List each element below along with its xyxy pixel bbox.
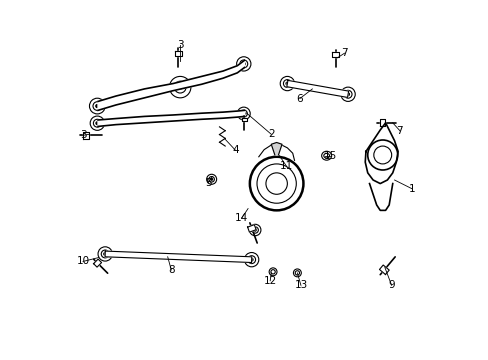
Text: 12: 12: [263, 276, 276, 286]
Text: 2: 2: [267, 129, 274, 139]
Polygon shape: [175, 51, 182, 56]
Text: 7: 7: [341, 48, 347, 58]
Polygon shape: [379, 265, 388, 275]
Text: 14: 14: [235, 213, 248, 223]
Circle shape: [254, 229, 256, 231]
Text: 6: 6: [296, 94, 303, 104]
Text: 13: 13: [294, 280, 307, 291]
Polygon shape: [98, 111, 244, 126]
Text: 8: 8: [167, 265, 174, 275]
Polygon shape: [241, 118, 247, 121]
Circle shape: [242, 63, 244, 65]
Polygon shape: [365, 123, 397, 184]
Text: 10: 10: [76, 256, 89, 266]
Polygon shape: [271, 143, 282, 155]
Text: 4: 4: [232, 145, 239, 156]
Polygon shape: [331, 52, 339, 57]
Polygon shape: [379, 119, 384, 126]
Circle shape: [242, 112, 244, 115]
Text: 15: 15: [323, 151, 336, 161]
Polygon shape: [83, 132, 88, 139]
Polygon shape: [105, 251, 251, 262]
Circle shape: [210, 178, 212, 180]
Circle shape: [250, 258, 253, 261]
Text: 1: 1: [408, 184, 415, 194]
Text: 5: 5: [204, 178, 211, 188]
Text: 11: 11: [280, 161, 293, 171]
Circle shape: [96, 122, 99, 125]
Polygon shape: [98, 60, 244, 111]
Polygon shape: [247, 225, 256, 232]
Circle shape: [178, 85, 182, 89]
Circle shape: [103, 252, 106, 255]
Text: 9: 9: [387, 280, 394, 291]
Circle shape: [96, 104, 99, 108]
Polygon shape: [93, 259, 102, 267]
Polygon shape: [286, 80, 348, 98]
Circle shape: [285, 82, 288, 85]
Text: 7: 7: [396, 126, 403, 136]
Text: 3: 3: [177, 40, 183, 50]
Circle shape: [346, 93, 349, 96]
Text: 3: 3: [80, 130, 86, 140]
